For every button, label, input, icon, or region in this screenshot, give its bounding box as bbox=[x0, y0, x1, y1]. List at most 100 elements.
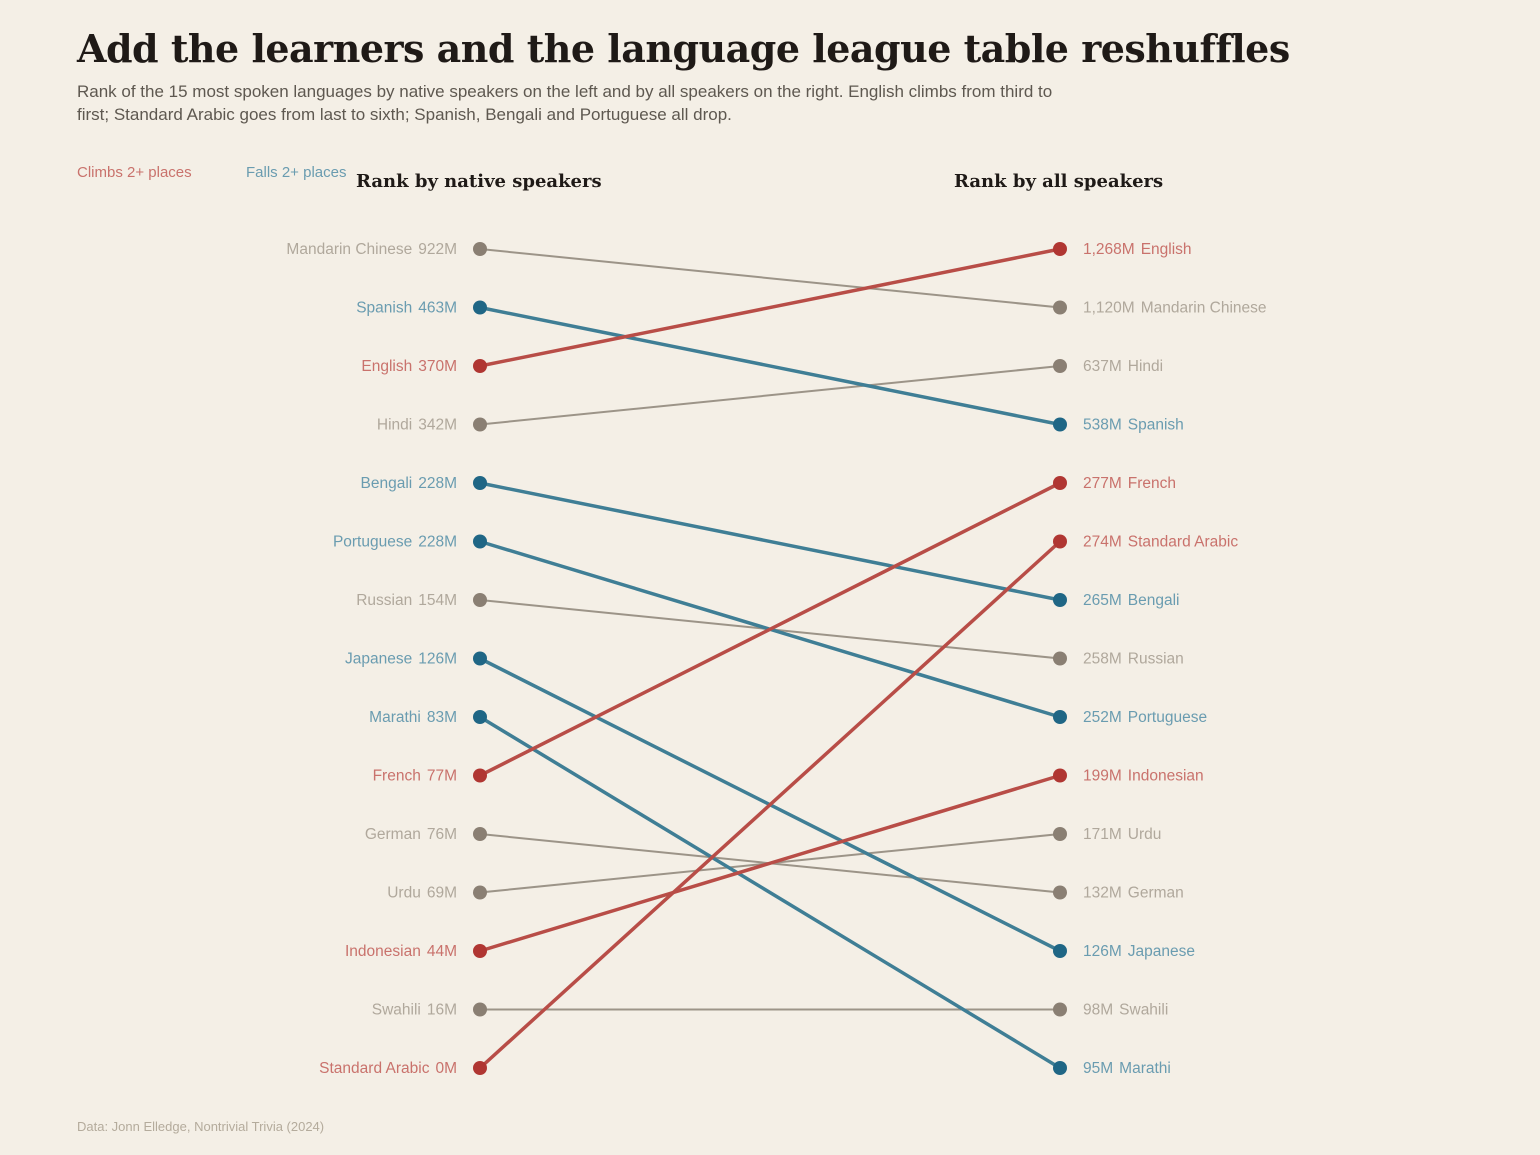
right-name-english: English bbox=[1141, 241, 1192, 258]
left-dot-mandarin-chinese bbox=[473, 242, 487, 256]
right-name-standard-arabic: Standard Arabic bbox=[1128, 533, 1239, 550]
right-dot-standard-arabic bbox=[1053, 534, 1067, 549]
right-name-french: French bbox=[1128, 475, 1176, 492]
right-value-spanish: 538M bbox=[1083, 416, 1122, 433]
left-name-russian: Russian bbox=[356, 592, 412, 609]
right-dot-bengali bbox=[1053, 593, 1067, 607]
left-dot-english bbox=[473, 359, 487, 373]
right-value-bengali: 265M bbox=[1083, 592, 1122, 609]
left-dot-portuguese bbox=[473, 534, 487, 549]
right-name-indonesian: Indonesian bbox=[1128, 767, 1204, 784]
left-value-swahili: 16M bbox=[427, 1001, 457, 1018]
left-dot-urdu bbox=[473, 885, 487, 900]
right-name-marathi: Marathi bbox=[1119, 1060, 1171, 1077]
right-dot-japanese bbox=[1053, 944, 1067, 958]
left-dot-bengali bbox=[473, 476, 487, 490]
right-name-urdu: Urdu bbox=[1128, 826, 1162, 843]
right-dot-english bbox=[1053, 242, 1067, 256]
left-label-urdu: Urdu 69M bbox=[387, 884, 457, 901]
right-value-standard-arabic: 274M bbox=[1083, 533, 1122, 550]
left-dot-marathi bbox=[473, 710, 487, 724]
right-label-swahili: 98M Swahili bbox=[1083, 1001, 1168, 1018]
right-dot-french bbox=[1053, 476, 1067, 490]
right-label-german: 132M German bbox=[1083, 884, 1184, 901]
left-name-german: German bbox=[365, 826, 421, 843]
right-label-english: 1,268M English bbox=[1083, 241, 1192, 258]
left-value-english: 370M bbox=[418, 358, 457, 375]
right-value-marathi: 95M bbox=[1083, 1060, 1113, 1077]
left-label-french: French 77M bbox=[373, 767, 457, 784]
right-value-hindi: 637M bbox=[1083, 358, 1122, 375]
left-value-hindi: 342M bbox=[418, 416, 457, 433]
left-name-english: English bbox=[361, 358, 412, 375]
left-name-standard-arabic: Standard Arabic bbox=[319, 1060, 430, 1077]
right-label-french: 277M French bbox=[1083, 475, 1176, 492]
right-dot-portuguese bbox=[1053, 710, 1067, 724]
left-value-indonesian: 44M bbox=[427, 943, 457, 960]
legend-climbs: Climbs 2+ places bbox=[77, 164, 192, 181]
left-name-french: French bbox=[373, 767, 421, 784]
left-value-bengali: 228M bbox=[418, 475, 457, 492]
right-label-standard-arabic: 274M Standard Arabic bbox=[1083, 533, 1238, 550]
left-dot-russian bbox=[473, 593, 487, 607]
left-label-hindi: Hindi 342M bbox=[377, 416, 457, 433]
legend-falls: Falls 2+ places bbox=[246, 164, 347, 181]
right-value-urdu: 171M bbox=[1083, 826, 1122, 843]
left-label-marathi: Marathi 83M bbox=[369, 709, 457, 726]
right-dot-indonesian bbox=[1053, 768, 1067, 783]
slope-line-english bbox=[478, 247, 1062, 368]
left-name-japanese: Japanese bbox=[345, 650, 412, 667]
left-value-portuguese: 228M bbox=[418, 533, 457, 550]
left-label-bengali: Bengali 228M bbox=[361, 475, 458, 492]
right-name-japanese: Japanese bbox=[1128, 943, 1195, 960]
slope-line-indonesian bbox=[478, 773, 1062, 953]
right-value-german: 132M bbox=[1083, 884, 1122, 901]
chart-title: Add the learners and the language league… bbox=[77, 26, 1290, 71]
left-dot-french bbox=[473, 768, 487, 783]
right-name-german: German bbox=[1128, 884, 1184, 901]
left-label-standard-arabic: Standard Arabic 0M bbox=[319, 1060, 457, 1077]
data-source: Data: Jonn Elledge, Nontrivial Trivia (2… bbox=[77, 1119, 325, 1134]
labels-layer: Mandarin Chinese 922M 1,120M Mandarin Chine… bbox=[286, 241, 1266, 1077]
left-value-marathi: 83M bbox=[427, 709, 457, 726]
slope-line-mandarin-chinese bbox=[479, 248, 1061, 309]
right-dot-hindi bbox=[1053, 359, 1067, 373]
right-name-portuguese: Portuguese bbox=[1128, 709, 1207, 726]
right-value-french: 277M bbox=[1083, 475, 1122, 492]
left-dot-swahili bbox=[473, 1002, 487, 1017]
right-label-bengali: 265M Bengali bbox=[1083, 592, 1180, 609]
right-value-english: 1,268M bbox=[1083, 241, 1135, 258]
left-dot-german bbox=[473, 827, 487, 841]
left-label-russian: Russian 154M bbox=[356, 592, 457, 609]
right-label-japanese: 126M Japanese bbox=[1083, 943, 1195, 960]
right-label-portuguese: 252M Portuguese bbox=[1083, 709, 1207, 726]
slope-line-marathi bbox=[478, 715, 1062, 1070]
right-value-mandarin-chinese: 1,120M bbox=[1083, 299, 1135, 316]
dots-layer bbox=[473, 242, 1067, 1075]
left-value-urdu: 69M bbox=[427, 884, 457, 901]
right-dot-mandarin-chinese bbox=[1053, 300, 1067, 315]
left-value-standard-arabic: 0M bbox=[435, 1060, 457, 1077]
left-dot-japanese bbox=[473, 651, 487, 666]
right-dot-marathi bbox=[1053, 1061, 1067, 1075]
left-name-hindi: Hindi bbox=[377, 416, 412, 433]
right-label-hindi: 637M Hindi bbox=[1083, 358, 1163, 375]
left-name-marathi: Marathi bbox=[369, 709, 421, 726]
left-value-japanese: 126M bbox=[418, 650, 457, 667]
right-label-mandarin-chinese: 1,120M Mandarin Chinese bbox=[1083, 299, 1267, 316]
right-name-bengali: Bengali bbox=[1128, 592, 1180, 609]
chart-subtitle: Rank of the 15 most spoken languages by … bbox=[77, 82, 1053, 124]
left-name-spanish: Spanish bbox=[356, 299, 412, 316]
left-label-japanese: Japanese 126M bbox=[345, 650, 457, 667]
left-name-mandarin-chinese: Mandarin Chinese bbox=[286, 241, 412, 258]
right-label-indonesian: 199M Indonesian bbox=[1083, 767, 1204, 784]
right-value-japanese: 126M bbox=[1083, 943, 1122, 960]
right-label-urdu: 171M Urdu bbox=[1083, 826, 1161, 843]
right-name-swahili: Swahili bbox=[1119, 1001, 1168, 1018]
left-value-spanish: 463M bbox=[418, 299, 457, 316]
left-name-urdu: Urdu bbox=[387, 884, 421, 901]
left-name-bengali: Bengali bbox=[361, 475, 413, 492]
left-label-english: English 370M bbox=[361, 358, 457, 375]
right-label-spanish: 538M Spanish bbox=[1083, 416, 1184, 433]
